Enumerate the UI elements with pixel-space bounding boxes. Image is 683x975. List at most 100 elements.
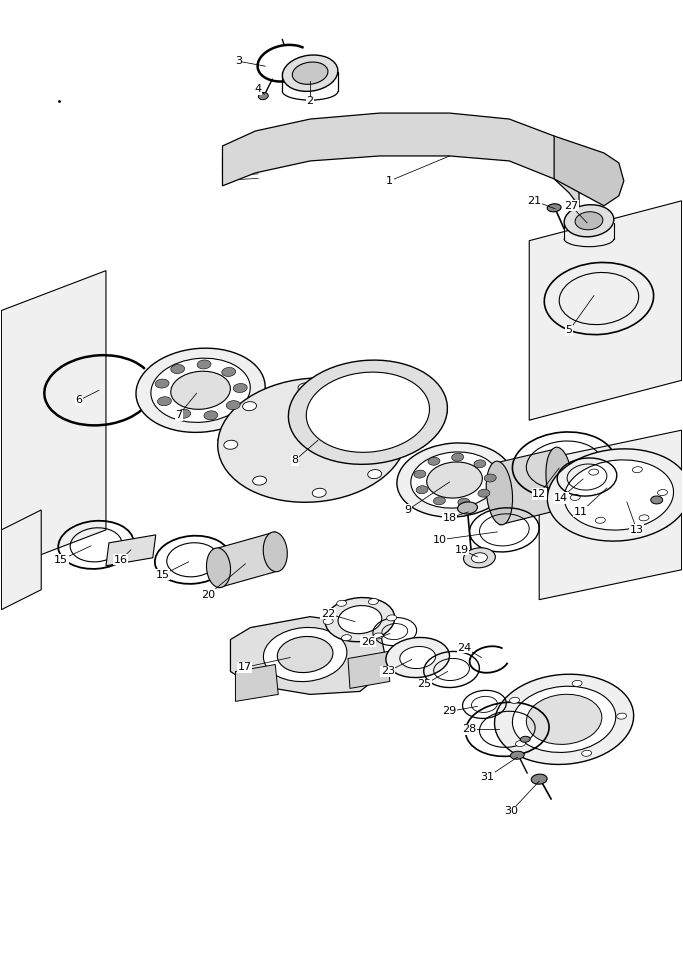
Ellipse shape bbox=[434, 497, 445, 505]
Polygon shape bbox=[106, 535, 156, 566]
Ellipse shape bbox=[263, 532, 288, 571]
Polygon shape bbox=[1, 271, 106, 569]
Polygon shape bbox=[223, 113, 579, 206]
Ellipse shape bbox=[292, 62, 328, 84]
Ellipse shape bbox=[158, 397, 171, 406]
Ellipse shape bbox=[527, 694, 602, 744]
Text: 22: 22 bbox=[321, 608, 335, 619]
Ellipse shape bbox=[451, 453, 464, 461]
Text: 27: 27 bbox=[564, 201, 579, 211]
Ellipse shape bbox=[288, 360, 447, 464]
Ellipse shape bbox=[264, 628, 347, 682]
Text: 15: 15 bbox=[54, 555, 68, 565]
Ellipse shape bbox=[651, 496, 663, 504]
Ellipse shape bbox=[222, 368, 236, 376]
Polygon shape bbox=[499, 448, 559, 525]
Polygon shape bbox=[219, 532, 275, 588]
Ellipse shape bbox=[226, 401, 240, 410]
Ellipse shape bbox=[510, 751, 525, 760]
Polygon shape bbox=[529, 201, 682, 420]
Text: 11: 11 bbox=[574, 507, 588, 517]
Ellipse shape bbox=[471, 553, 488, 563]
Ellipse shape bbox=[338, 605, 382, 634]
Ellipse shape bbox=[572, 681, 582, 686]
Text: 3: 3 bbox=[235, 57, 242, 66]
Ellipse shape bbox=[151, 358, 250, 422]
Ellipse shape bbox=[400, 646, 436, 669]
Text: 4: 4 bbox=[255, 84, 262, 95]
Text: 17: 17 bbox=[237, 662, 251, 673]
Ellipse shape bbox=[531, 774, 547, 784]
Text: 13: 13 bbox=[630, 525, 644, 535]
Ellipse shape bbox=[416, 486, 428, 493]
Text: 7: 7 bbox=[175, 410, 182, 420]
Ellipse shape bbox=[242, 402, 257, 410]
Text: 23: 23 bbox=[380, 667, 395, 677]
Text: 31: 31 bbox=[480, 772, 494, 782]
Ellipse shape bbox=[306, 372, 430, 452]
Ellipse shape bbox=[486, 461, 512, 525]
Ellipse shape bbox=[458, 502, 477, 514]
Ellipse shape bbox=[410, 452, 499, 508]
Ellipse shape bbox=[171, 365, 184, 373]
Ellipse shape bbox=[546, 448, 572, 511]
Ellipse shape bbox=[474, 460, 486, 468]
Ellipse shape bbox=[277, 637, 333, 673]
Ellipse shape bbox=[155, 379, 169, 388]
Ellipse shape bbox=[617, 713, 626, 720]
Text: 1: 1 bbox=[387, 176, 393, 186]
Text: 15: 15 bbox=[156, 569, 170, 580]
Ellipse shape bbox=[516, 741, 525, 747]
Text: 2: 2 bbox=[307, 97, 313, 106]
Ellipse shape bbox=[520, 736, 530, 742]
Text: 25: 25 bbox=[417, 680, 432, 689]
Ellipse shape bbox=[373, 633, 383, 639]
Ellipse shape bbox=[282, 55, 338, 92]
Polygon shape bbox=[230, 616, 385, 694]
Ellipse shape bbox=[458, 498, 470, 506]
Ellipse shape bbox=[234, 383, 247, 393]
Ellipse shape bbox=[397, 443, 512, 517]
Ellipse shape bbox=[589, 469, 599, 475]
Ellipse shape bbox=[325, 598, 395, 642]
Ellipse shape bbox=[342, 635, 352, 641]
Ellipse shape bbox=[658, 489, 667, 495]
Ellipse shape bbox=[253, 476, 266, 486]
Ellipse shape bbox=[224, 441, 238, 449]
Ellipse shape bbox=[204, 410, 218, 420]
Ellipse shape bbox=[464, 548, 495, 567]
Text: 9: 9 bbox=[404, 505, 411, 515]
Ellipse shape bbox=[478, 489, 490, 497]
Ellipse shape bbox=[596, 518, 605, 524]
Ellipse shape bbox=[547, 448, 683, 541]
Text: 14: 14 bbox=[554, 493, 568, 503]
Ellipse shape bbox=[564, 205, 614, 237]
Ellipse shape bbox=[197, 360, 211, 369]
Text: 19: 19 bbox=[454, 545, 469, 555]
Ellipse shape bbox=[564, 460, 673, 530]
Ellipse shape bbox=[582, 751, 591, 757]
Text: 20: 20 bbox=[201, 590, 216, 600]
Ellipse shape bbox=[510, 697, 520, 703]
Ellipse shape bbox=[512, 686, 616, 753]
Ellipse shape bbox=[414, 470, 426, 478]
Ellipse shape bbox=[575, 212, 603, 230]
Ellipse shape bbox=[218, 378, 406, 502]
Ellipse shape bbox=[484, 474, 497, 482]
Text: 10: 10 bbox=[432, 535, 447, 545]
Ellipse shape bbox=[258, 93, 268, 99]
Text: 30: 30 bbox=[504, 806, 518, 816]
Polygon shape bbox=[1, 510, 41, 609]
Ellipse shape bbox=[387, 615, 397, 621]
Ellipse shape bbox=[386, 638, 449, 678]
Ellipse shape bbox=[323, 618, 333, 624]
Ellipse shape bbox=[547, 204, 561, 212]
Ellipse shape bbox=[177, 410, 191, 418]
Text: 18: 18 bbox=[443, 513, 457, 523]
Text: 16: 16 bbox=[114, 555, 128, 565]
Ellipse shape bbox=[639, 515, 649, 521]
Text: 12: 12 bbox=[532, 489, 546, 499]
Ellipse shape bbox=[136, 348, 265, 432]
Polygon shape bbox=[554, 136, 624, 206]
Polygon shape bbox=[348, 651, 390, 688]
